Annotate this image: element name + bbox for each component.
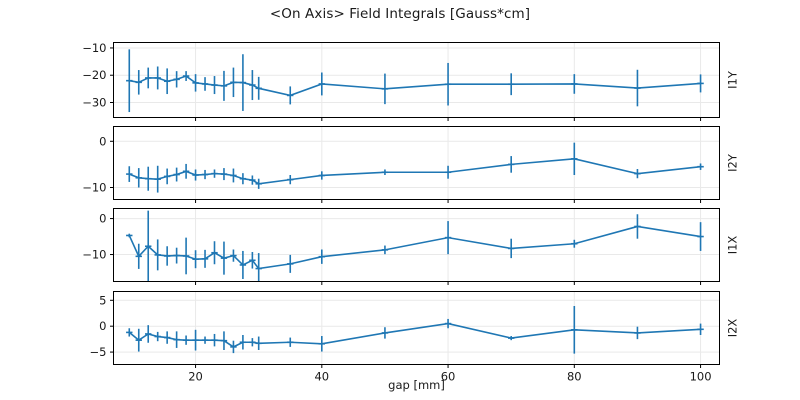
x-tick-label: 80: [567, 370, 582, 384]
axes-frame: [113, 291, 720, 365]
x-axis-label: gap [mm]: [388, 378, 445, 392]
y-tick-label: 5: [99, 293, 106, 307]
subplot-i1y: −10 −20 −30 I1Y: [82, 41, 740, 121]
y-tick-label: −10: [82, 180, 106, 194]
y-tick-label: 0: [99, 212, 106, 226]
figure-title: <On Axis> Field Integrals [Gauss*cm]: [269, 6, 531, 22]
axes-frame: [113, 208, 720, 282]
y-tick-label: −10: [82, 248, 106, 262]
y-tick-label: −5: [90, 345, 107, 359]
y-tick-label: −10: [82, 41, 106, 55]
y-tick-label: 0: [99, 134, 106, 148]
y-tick-label: −30: [82, 96, 106, 110]
panel-label-i2y: I2Y: [726, 153, 740, 172]
x-tick-label: 100: [690, 370, 712, 384]
panel-label-i1x: I1X: [726, 236, 740, 255]
x-tick-label: 60: [441, 370, 456, 384]
subplot-i1x: 0 −10 I1X: [82, 208, 740, 285]
subplot-i2y: 0 −10 I2Y: [82, 126, 740, 203]
subplot-i2x: 5 0 −5 20 40 60 80 100 I2X: [90, 291, 740, 384]
panel-label-i2x: I2X: [726, 319, 740, 338]
x-tick-label: 20: [188, 370, 203, 384]
y-tick-label: −20: [82, 68, 106, 82]
panel-label-i1y: I1Y: [726, 70, 740, 89]
axes-frame: [113, 126, 720, 200]
x-tick-label: 40: [314, 370, 329, 384]
axes-frame: [113, 42, 720, 118]
y-tick-label: 0: [99, 319, 106, 333]
